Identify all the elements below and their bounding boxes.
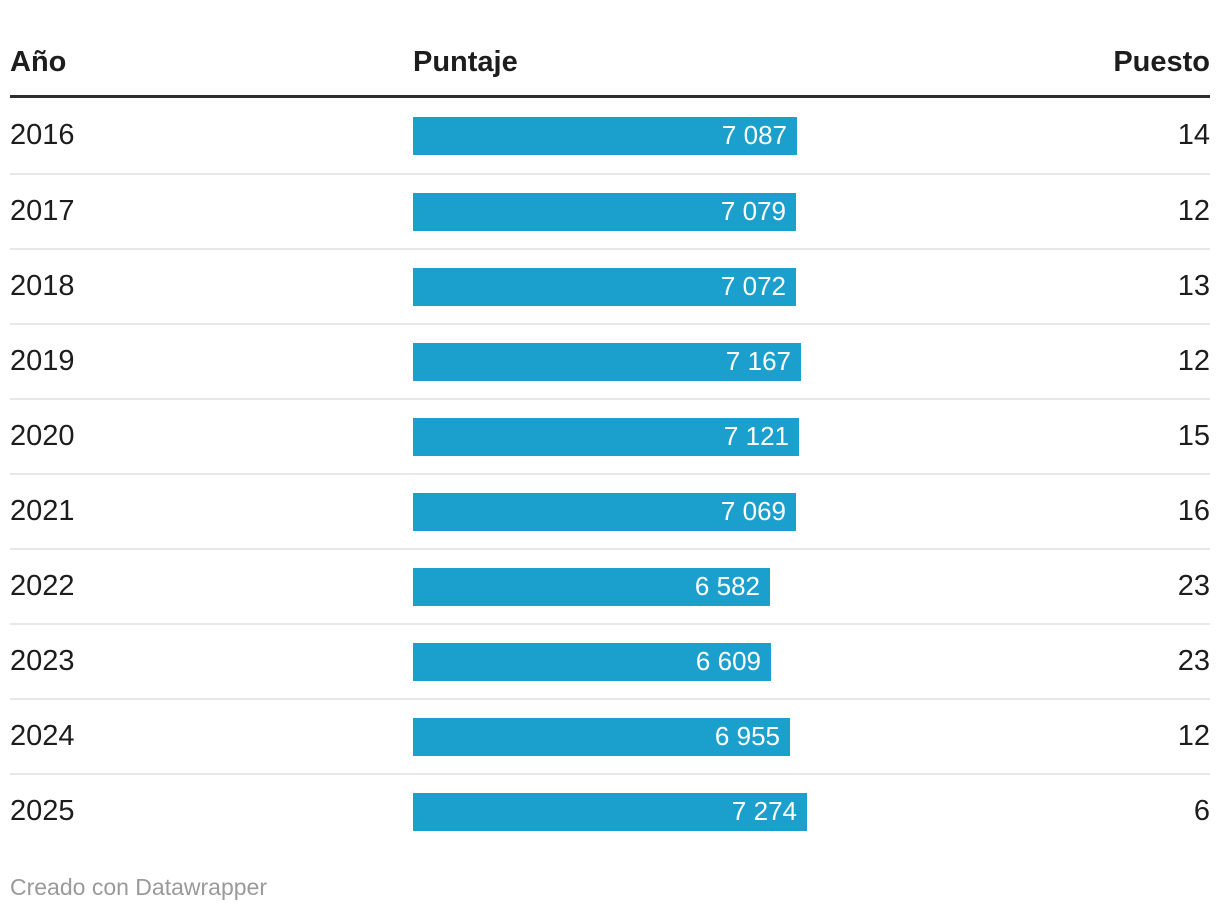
table-row: 2024 6 955 12 <box>10 698 1210 773</box>
score-bar: 7 121 <box>413 417 799 456</box>
score-cell: 6 582 <box>413 567 813 606</box>
score-bar: 7 167 <box>413 342 801 381</box>
score-bar: 7 079 <box>413 192 796 231</box>
score-value-label: 7 087 <box>721 120 787 150</box>
score-bar: 6 609 <box>413 642 771 681</box>
score-value-label: 7 167 <box>725 346 791 376</box>
year-cell: 2020 <box>10 420 75 452</box>
table-row: 2019 7 167 12 <box>10 323 1210 398</box>
table-row: 2016 7 087 14 <box>10 98 1210 173</box>
year-cell: 2019 <box>10 345 75 377</box>
year-cell: 2025 <box>10 795 75 827</box>
year-cell: 2023 <box>10 645 75 677</box>
rank-cell: 13 <box>1177 270 1210 302</box>
score-bar: 7 274 <box>413 792 807 831</box>
score-value-label: 6 582 <box>694 571 760 601</box>
table-header: Año Puntaje Puesto <box>10 0 1210 98</box>
score-value-label: 7 072 <box>720 271 786 301</box>
year-cell: 2024 <box>10 720 75 752</box>
score-cell: 7 069 <box>413 492 813 531</box>
score-cell: 7 079 <box>413 192 813 231</box>
score-value-label: 7 079 <box>720 196 786 226</box>
year-cell: 2017 <box>10 195 75 227</box>
score-cell: 7 121 <box>413 417 813 456</box>
score-cell: 6 955 <box>413 717 813 756</box>
rank-cell: 12 <box>1177 720 1210 752</box>
rank-cell: 23 <box>1177 645 1210 677</box>
table-row: 2017 7 079 12 <box>10 173 1210 248</box>
score-cell: 7 087 <box>413 116 813 155</box>
year-cell: 2022 <box>10 570 75 602</box>
rank-cell: 23 <box>1177 570 1210 602</box>
attribution: Creado con Datawrapper <box>10 874 1210 901</box>
rank-cell: 12 <box>1177 345 1210 377</box>
score-bar: 6 955 <box>413 717 790 756</box>
table-row: 2021 7 069 16 <box>10 473 1210 548</box>
table-row: 2023 6 609 23 <box>10 623 1210 698</box>
rank-cell: 6 <box>1193 795 1210 827</box>
table-row: 2025 7 274 6 <box>10 773 1210 848</box>
score-value-label: 7 069 <box>720 496 786 526</box>
score-value-label: 6 609 <box>695 646 761 676</box>
score-bar: 6 582 <box>413 567 770 606</box>
datawrapper-credit-link[interactable]: Creado con Datawrapper <box>10 874 267 900</box>
rank-cell: 16 <box>1177 495 1210 527</box>
rank-cell: 12 <box>1177 195 1210 227</box>
column-header-rank: Puesto <box>1113 46 1210 79</box>
year-cell: 2021 <box>10 495 75 527</box>
table-row: 2018 7 072 13 <box>10 248 1210 323</box>
score-cell: 7 167 <box>413 342 813 381</box>
score-cell: 6 609 <box>413 642 813 681</box>
rank-cell: 15 <box>1177 420 1210 452</box>
score-cell: 7 072 <box>413 267 813 306</box>
score-bar: 7 072 <box>413 267 796 306</box>
score-bar: 7 087 <box>413 116 797 155</box>
rank-cell: 14 <box>1177 119 1210 151</box>
table-row: 2022 6 582 23 <box>10 548 1210 623</box>
score-cell: 7 274 <box>413 792 813 831</box>
table-row: 2020 7 121 15 <box>10 398 1210 473</box>
score-value-label: 6 955 <box>714 721 780 751</box>
score-value-label: 7 121 <box>723 421 789 451</box>
year-cell: 2018 <box>10 270 75 302</box>
column-header-year: Año <box>10 46 67 79</box>
column-header-score: Puntaje <box>413 46 518 79</box>
score-bar: 7 069 <box>413 492 796 531</box>
score-value-label: 7 274 <box>731 796 797 826</box>
year-cell: 2016 <box>10 119 75 151</box>
table-body: 2016 7 087 14 2017 7 079 12 2018 7 072 13 2019 7 1… <box>10 98 1210 848</box>
